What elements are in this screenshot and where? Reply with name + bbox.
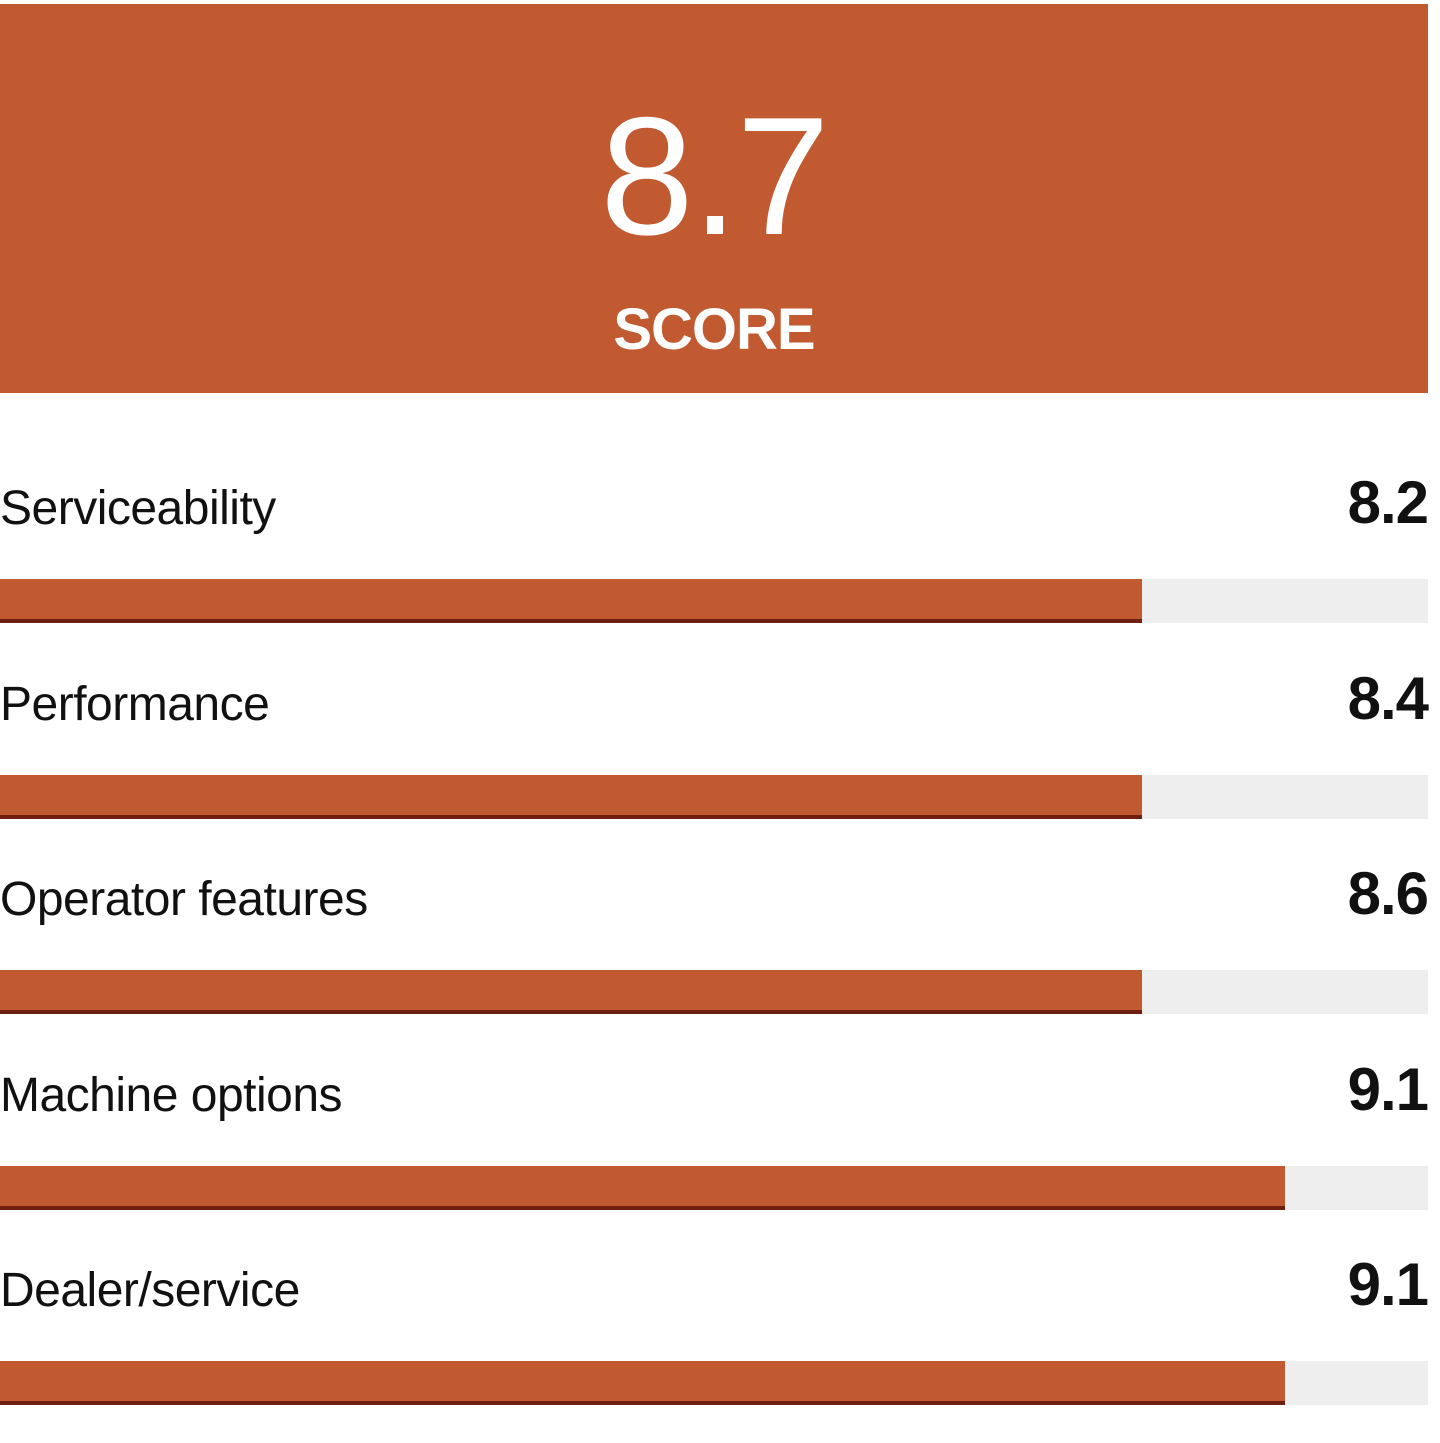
category-label: Serviceability [0,482,276,535]
category-row-dealer-service: Dealer/service 9.1 [0,1247,1429,1443]
category-bar-fill [0,1165,1286,1210]
category-bar-fill [0,579,1143,623]
category-label: Dealer/service [0,1264,300,1317]
category-value: 8.2 [1347,469,1429,536]
category-row-operator-features: Operator features 8.6 [0,856,1429,1052]
category-row-performance: Performance 8.4 [0,661,1429,857]
category-row-serviceability: Serviceability 8.2 [0,465,1429,661]
category-bar-track [0,774,1428,819]
category-label: Operator features [0,873,368,926]
category-score-list: Serviceability 8.2 Performance 8.4 Opera… [0,465,1429,1443]
overall-score-panel: 8.7 SCORE [0,4,1428,393]
category-row-machine-options: Machine options 9.1 [0,1052,1429,1248]
category-label: Performance [0,677,270,731]
overall-score-label: SCORE [613,297,815,362]
category-bar-track [0,970,1428,1014]
category-value: 9.1 [1347,1251,1429,1318]
category-bar-fill [0,774,1143,819]
category-bar-fill [0,1361,1286,1405]
category-value: 9.1 [1347,1055,1429,1123]
category-label: Machine options [0,1068,343,1122]
category-bar-track [0,1361,1428,1405]
category-bar-track [0,1165,1428,1210]
overall-score-value: 8.7 [600,82,830,270]
category-bar-fill [0,970,1143,1014]
category-value: 8.6 [1347,860,1429,927]
category-bar-track [0,579,1428,623]
category-value: 8.4 [1347,664,1429,732]
